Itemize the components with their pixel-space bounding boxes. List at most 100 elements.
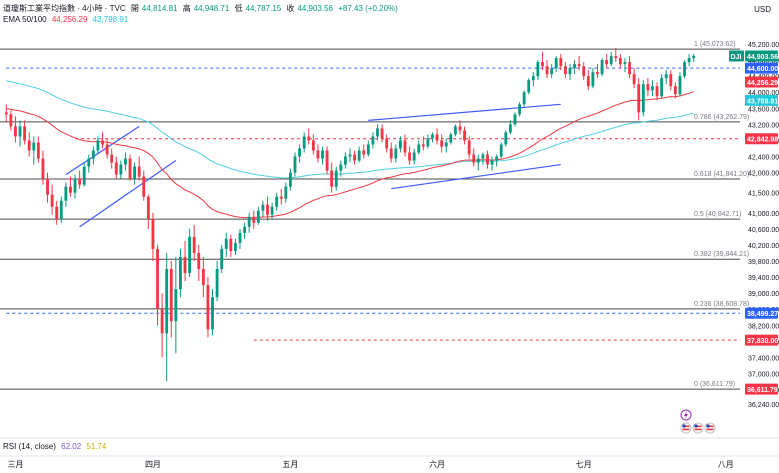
candle-body: [128, 158, 132, 179]
candle-body: [151, 218, 155, 249]
currency-label[interactable]: USD: [754, 5, 771, 14]
rsi-legend[interactable]: RSI (14, close) 62.02 51.74: [3, 441, 109, 452]
candle-body: [357, 150, 361, 161]
candle-body: [614, 56, 618, 59]
candle-body: [334, 170, 338, 187]
ema50-line: [6, 91, 694, 219]
candle-body: [220, 248, 224, 270]
candle-body: [142, 176, 146, 197]
candle-body: [504, 132, 508, 145]
candle-body: [609, 56, 613, 65]
price-tag-text: 43,798.91: [747, 98, 778, 105]
candle-body: [59, 200, 63, 219]
trendline-channel-lower[interactable]: [79, 160, 177, 228]
price-tag-box: [745, 94, 778, 106]
candle-body: [238, 232, 242, 243]
candle-body: [481, 154, 485, 159]
candle-body: [664, 74, 668, 79]
lightning-glyph-icon: [684, 411, 688, 419]
candle-body: [252, 216, 256, 223]
low-value: 44,787.15: [245, 4, 282, 13]
price-tag-text: 36,611.79: [747, 387, 778, 394]
candle-body: [426, 138, 430, 147]
open-label: 開: [130, 4, 139, 13]
candle-body: [289, 172, 292, 187]
candle-body: [495, 156, 499, 161]
candle-body: [486, 154, 489, 165]
candle-body: [463, 130, 466, 141]
fibonacci-retracement[interactable]: 1 (45,073.62) 0.786 (43,262.79) 0.618 (41,…: [0, 41, 749, 390]
candle-body: [421, 144, 425, 147]
candle-body: [119, 164, 123, 175]
candle-body: [293, 156, 297, 173]
y-tick-label: 40,200.00: [748, 243, 779, 250]
ema-legend[interactable]: EMA 50/100 44,256.29 43,798.91: [3, 14, 131, 25]
horizontal-levels[interactable]: [6, 67, 740, 341]
y-tick-label: 44,800.00: [748, 58, 779, 65]
candle-body: [224, 238, 228, 249]
candle-body: [96, 140, 100, 151]
candle-body: [623, 62, 627, 65]
trendline-rise-upper[interactable]: [368, 103, 561, 121]
candle-body: [531, 76, 535, 81]
candle-body: [618, 58, 622, 65]
candle-body: [417, 144, 421, 153]
candle-body: [188, 236, 192, 274]
candle-body: [211, 297, 214, 330]
candle-body: [160, 309, 164, 334]
fib-label: 0.786 (43,262.79): [694, 114, 749, 121]
candle-body: [215, 269, 219, 298]
candle-body: [275, 196, 279, 207]
candle-body: [490, 160, 494, 165]
price-tag-text: 37,830.00: [747, 338, 778, 345]
y-tick-label: 44,000.00: [748, 90, 779, 97]
candle-body: [279, 196, 283, 199]
trendline-channel-upper[interactable]: [65, 125, 140, 176]
candle-body: [247, 216, 251, 227]
candle-body: [316, 150, 320, 159]
candle-body: [343, 156, 347, 165]
x-tick-label: 六月: [429, 459, 445, 469]
ema-label: EMA 50/100: [3, 15, 47, 24]
candle-body: [362, 150, 366, 155]
time-axis[interactable]: 三月 四月 五月 六月 七月 八月: [0, 437, 779, 469]
candle-body: [321, 150, 324, 159]
symbol-title[interactable]: 道瓊斯工業平均指數 · 4小時 · TVC: [3, 4, 126, 13]
candle-body: [541, 62, 544, 67]
candle-body: [156, 248, 159, 310]
fib-label: 0.236 (38,608.78): [694, 301, 749, 308]
candle-body: [385, 138, 389, 149]
candle-body: [412, 152, 416, 161]
flag-stripe-icon: [706, 428, 714, 431]
candle-body: [307, 136, 311, 141]
candle-body: [586, 76, 590, 87]
candle-body: [435, 134, 439, 141]
candle-body: [596, 72, 599, 75]
x-tick-label: 八月: [718, 460, 734, 469]
candle-body: [527, 80, 531, 93]
candle-body: [23, 126, 27, 141]
event-icons[interactable]: [680, 409, 716, 434]
candle-body: [348, 154, 352, 157]
candle-body: [518, 104, 521, 115]
candle-body: [591, 72, 595, 87]
candle-body: [641, 84, 645, 113]
candle-body: [87, 158, 91, 167]
candle-body: [499, 144, 503, 157]
price-tags: 44,903.56DJI44,600.0044,256.2943,798.914…: [729, 50, 778, 395]
trendline-rise-lower[interactable]: [391, 163, 561, 190]
candle-body: [256, 210, 260, 223]
price-tag-box: [745, 133, 778, 145]
x-tick-label: 四月: [145, 460, 161, 469]
candle-body: [687, 58, 691, 63]
y-tick-label: 39,400.00: [748, 275, 779, 282]
candle-body: [146, 196, 150, 219]
flag-canton-icon: [682, 424, 686, 428]
rsi-label: RSI (14, close): [3, 442, 56, 451]
trendlines[interactable]: [65, 103, 561, 228]
candle-body: [69, 186, 72, 193]
candle-body: [325, 150, 329, 171]
x-tick-label: 五月: [282, 460, 298, 469]
candle-body: [559, 58, 563, 67]
